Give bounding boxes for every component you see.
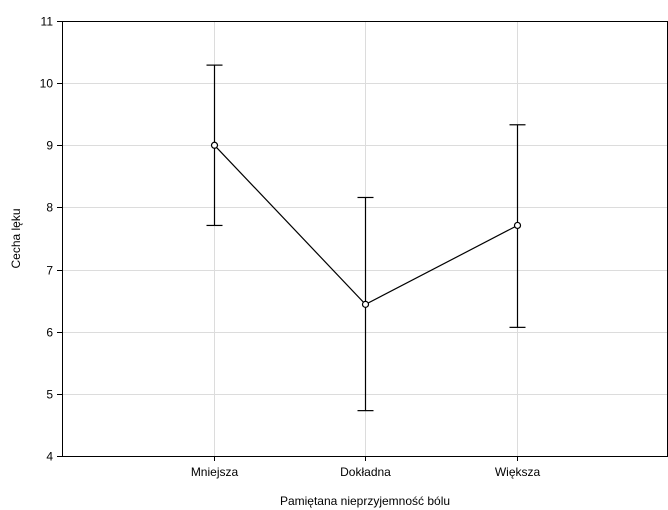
x-tick-label: Większa (495, 465, 541, 479)
x-axis-title: Pamiętana nieprzyjemność bólu (280, 494, 450, 508)
y-axis-title: Cecha lęku (9, 208, 23, 268)
mean-point (210, 141, 219, 149)
y-tick-label: 5 (46, 388, 53, 402)
y-axis-ticks: 4 5 6 7 8 9 10 11 (40, 15, 62, 464)
y-tick-label: 4 (46, 450, 53, 464)
x-tick-label: Mniejsza (191, 465, 239, 479)
y-tick-label: 10 (40, 77, 54, 91)
y-tick-label: 11 (41, 15, 54, 29)
y-tick-label: 7 (46, 264, 53, 278)
mean-point (513, 221, 522, 230)
x-tick-label: Dokładna (340, 465, 391, 479)
mean-point (361, 300, 370, 308)
y-tick-label: 6 (46, 326, 53, 340)
y-tick-label: 9 (46, 139, 53, 153)
x-axis-ticks: Mniejsza Dokładna Większa (191, 456, 541, 479)
y-tick-label: 8 (46, 201, 53, 215)
series-line (210, 141, 522, 308)
